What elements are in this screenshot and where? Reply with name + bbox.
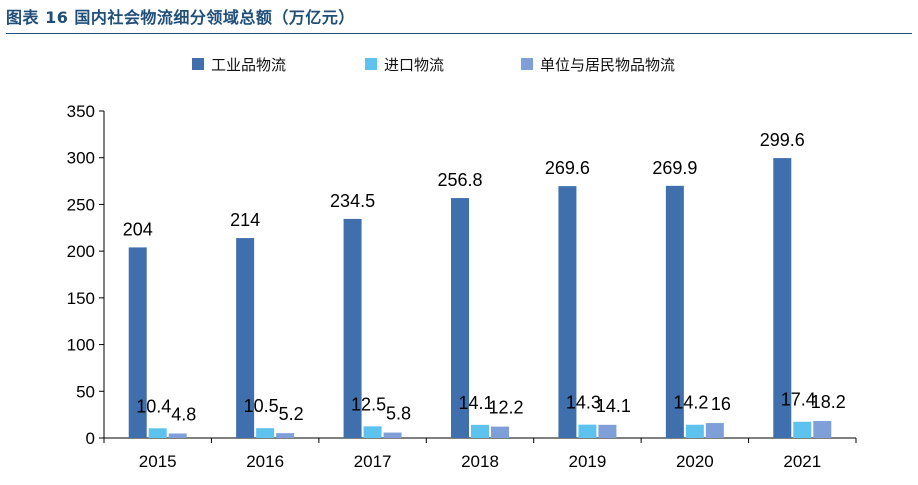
- data-label: 18.2: [811, 392, 846, 412]
- bar: [451, 198, 469, 438]
- title-divider: [6, 33, 912, 34]
- bar: [705, 423, 724, 438]
- legend-label: 单位与居民物品物流: [540, 56, 675, 74]
- data-label: 299.6: [760, 130, 805, 150]
- x-tick-label: 2015: [139, 452, 177, 471]
- data-label: 5.8: [386, 404, 411, 424]
- bar: [685, 424, 704, 438]
- data-label: 10.4: [136, 396, 171, 416]
- bar: [256, 428, 275, 438]
- legend-label: 进口物流: [384, 56, 444, 74]
- x-tick-label: 2016: [246, 452, 284, 471]
- data-label: 14.1: [458, 393, 493, 413]
- data-label: 234.5: [330, 191, 375, 211]
- x-tick-label: 2017: [354, 452, 392, 471]
- data-label: 214: [230, 210, 260, 230]
- bar: [383, 432, 402, 438]
- bar: [773, 158, 792, 438]
- data-label: 17.4: [781, 390, 816, 410]
- bar: [665, 185, 684, 438]
- x-tick-label: 2018: [461, 452, 499, 471]
- y-tick-label: 250: [67, 195, 95, 214]
- legend-swatch: [365, 58, 377, 70]
- y-tick-label: 300: [67, 149, 95, 168]
- y-tick-label: 200: [67, 242, 95, 261]
- bar: [813, 420, 832, 438]
- y-tick-label: 0: [86, 429, 95, 448]
- bar: [558, 186, 577, 438]
- data-label: 14.3: [566, 393, 601, 413]
- data-label: 269.9: [652, 158, 697, 178]
- bar: [578, 424, 597, 438]
- bar: [491, 426, 509, 438]
- data-label: 16: [711, 394, 731, 414]
- data-label: 256.8: [437, 170, 482, 190]
- y-tick-label: 50: [76, 382, 95, 401]
- data-label: 12.2: [488, 398, 523, 418]
- bar: [148, 428, 167, 438]
- legend-label: 工业品物流: [211, 56, 286, 74]
- data-label: 204: [123, 219, 153, 239]
- bar: [793, 421, 812, 438]
- y-tick-label: 350: [67, 102, 95, 121]
- bar: [236, 238, 255, 438]
- data-label: 5.2: [279, 404, 304, 424]
- data-label: 10.5: [244, 396, 279, 416]
- data-label: 12.5: [351, 394, 386, 414]
- bar: [343, 218, 362, 438]
- legend-swatch: [521, 58, 533, 70]
- x-tick-label: 2019: [569, 452, 607, 471]
- x-tick-label: 2020: [676, 452, 714, 471]
- data-label: 14.2: [673, 393, 708, 413]
- x-tick-label: 2021: [783, 452, 821, 471]
- y-tick-label: 150: [67, 289, 95, 308]
- bar: [471, 424, 489, 438]
- data-label: 269.6: [545, 158, 590, 178]
- data-label: 14.1: [596, 396, 631, 416]
- data-label: 4.8: [171, 405, 196, 425]
- bar: [598, 424, 617, 438]
- chart-title: 图表 16 国内社会物流细分领域总额（万亿元）: [6, 8, 355, 27]
- bar: [128, 247, 147, 438]
- bar: [363, 426, 382, 438]
- bar: [168, 433, 187, 438]
- bar: [276, 433, 295, 438]
- y-tick-label: 100: [67, 336, 95, 355]
- legend-swatch: [192, 58, 204, 70]
